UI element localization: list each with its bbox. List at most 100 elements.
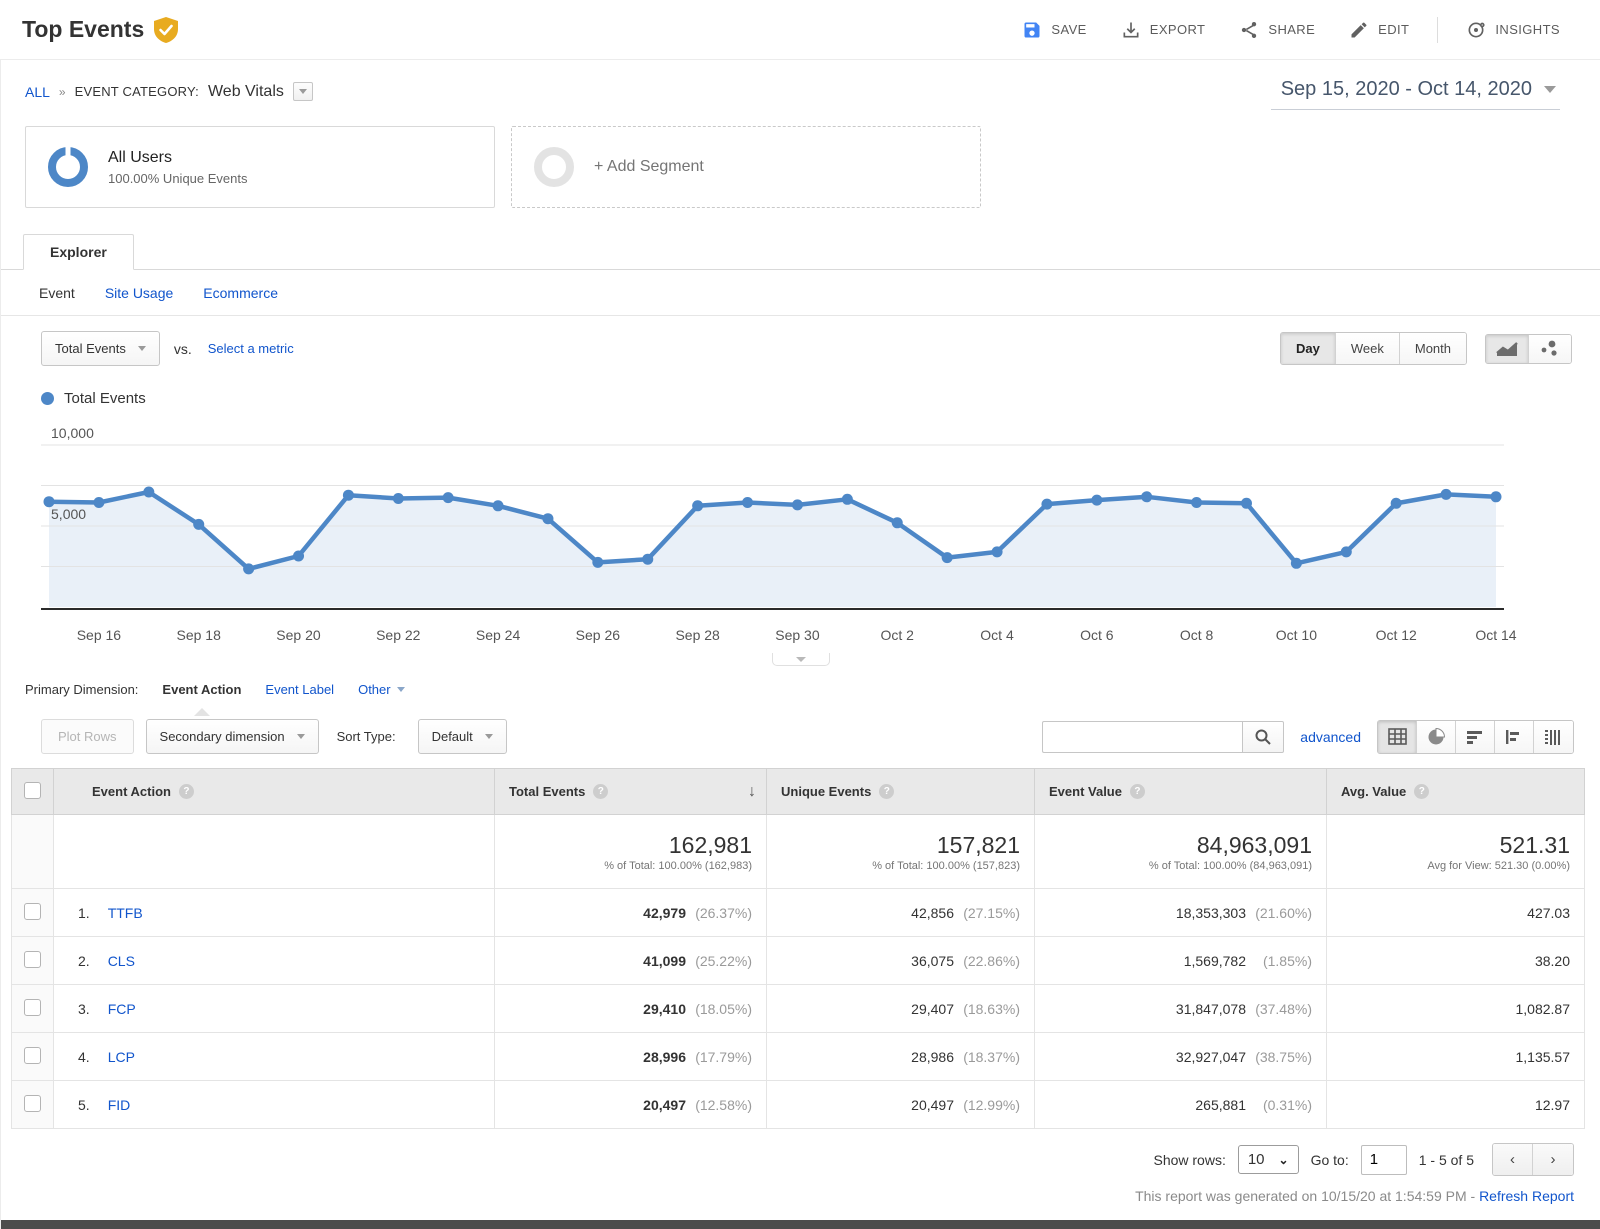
segment-subtitle: 100.00% Unique Events	[108, 170, 248, 186]
insights-button[interactable]: INSIGHTS	[1452, 12, 1574, 48]
export-button[interactable]: EXPORT	[1107, 12, 1220, 48]
segment-all-users[interactable]: All Users 100.00% Unique Events	[25, 126, 495, 208]
select-metric-link[interactable]: Select a metric	[207, 341, 294, 356]
row-checkbox[interactable]	[24, 998, 41, 1016]
percentage-view-button[interactable]	[1417, 720, 1456, 753]
x-axis-tick-label: Oct 6	[1080, 627, 1114, 643]
vs-label: vs.	[173, 340, 192, 357]
breadcrumb-all-link[interactable]: ALL	[25, 83, 50, 100]
event-action-link[interactable]: CLS	[107, 952, 135, 969]
row-number: 5.	[78, 1096, 90, 1113]
advanced-search-link[interactable]: advanced	[1300, 728, 1361, 745]
data-view-button[interactable]	[1378, 720, 1417, 753]
share-button[interactable]: SHARE	[1225, 12, 1329, 48]
event-action-cell: 3. FCP	[53, 984, 495, 1033]
help-icon[interactable]	[178, 784, 194, 799]
unique-events-cell: 36,075 (22.86%)	[766, 936, 1035, 985]
column-header-total-events[interactable]: Total Events ↓	[494, 768, 767, 815]
line-chart-type-button[interactable]	[1486, 334, 1529, 363]
date-range-selector[interactable]: Sep 15, 2020 - Oct 14, 2020	[1270, 76, 1560, 110]
chart-collapse-tab[interactable]	[771, 653, 830, 666]
avg-value-cell: 427.03	[1326, 888, 1585, 937]
comparison-icon	[1506, 729, 1519, 744]
search-button[interactable]	[1242, 720, 1285, 753]
next-page-button[interactable]: ›	[1533, 1144, 1573, 1175]
unique-events-cell: 42,856 (27.15%)	[766, 888, 1035, 937]
comparison-view-button[interactable]	[1495, 720, 1534, 753]
help-icon[interactable]	[593, 784, 609, 799]
performance-view-button[interactable]	[1456, 720, 1495, 753]
row-checkbox[interactable]	[24, 1094, 41, 1112]
chart-legend: Total Events	[1, 380, 1600, 421]
select-all-checkbox[interactable]	[24, 781, 41, 799]
subtab-site-usage[interactable]: Site Usage	[104, 285, 174, 301]
subtab-ecommerce[interactable]: Ecommerce	[203, 285, 278, 301]
chart-x-axis-labels: Sep 16 Sep 18 Sep 20 Sep 22 Sep 24 Sep 26 Sep …	[41, 627, 1517, 651]
x-axis-tick-label: Sep 18	[176, 627, 221, 643]
date-range-text: Sep 15, 2020 - Oct 14, 2020	[1280, 78, 1532, 100]
total-events-cell: 28,996 (17.79%)	[494, 1032, 767, 1081]
row-checkbox[interactable]	[24, 1046, 41, 1064]
plot-rows-button[interactable]: Plot Rows	[41, 719, 134, 754]
refresh-report-link[interactable]: Refresh Report	[1479, 1188, 1574, 1204]
subnav: Event Site Usage Ecommerce	[1, 270, 1600, 316]
show-rows-select[interactable]: 10 ⌄	[1237, 1145, 1299, 1174]
x-axis-tick-label: Oct 8	[1179, 627, 1214, 643]
event-action-link[interactable]: LCP	[107, 1048, 135, 1065]
metric-dropdown[interactable]: Total Events	[41, 331, 160, 366]
event-action-link[interactable]: FCP	[107, 1000, 136, 1017]
chevron-down-icon	[795, 656, 806, 662]
column-header-event-value[interactable]: Event Value	[1034, 768, 1327, 815]
secondary-dimension-dropdown[interactable]: Secondary dimension	[145, 719, 319, 754]
granularity-month-button[interactable]: Month	[1399, 333, 1466, 364]
event-action-link[interactable]: TTFB	[107, 904, 143, 921]
x-axis-tick-label: Sep 16	[76, 627, 122, 643]
dimension-other-dropdown[interactable]: Other	[358, 682, 405, 697]
table-body: 1. TTFB 42,979 (26.37%) 42,856 (27.15%) 18,353…	[11, 888, 1585, 1129]
x-axis-tick-label: Oct 4	[980, 627, 1014, 643]
line-chart[interactable]: 5,000 10,000 Sep 16 Sep 18 Sep 20 Sep 22 Sep …	[41, 421, 1517, 651]
sort-type-dropdown[interactable]: Default	[417, 719, 507, 754]
previous-page-button[interactable]: ‹	[1493, 1144, 1533, 1175]
row-checkbox[interactable]	[24, 950, 41, 968]
page-title: Top Events	[22, 16, 145, 42]
row-checkbox-cell	[11, 888, 54, 937]
x-axis-tick-label: Sep 24	[475, 627, 521, 643]
pivot-view-button[interactable]	[1534, 720, 1573, 753]
subtab-event[interactable]: Event	[39, 285, 75, 301]
table-view-group	[1377, 719, 1574, 754]
column-header-unique-events[interactable]: Unique Events	[766, 768, 1035, 815]
granularity-week-button[interactable]: Week	[1335, 333, 1400, 364]
table-search-input[interactable]	[1042, 720, 1243, 753]
chevron-down-icon	[298, 89, 307, 94]
tab-explorer[interactable]: Explorer	[23, 234, 134, 270]
sort-descending-icon: ↓	[748, 782, 756, 800]
x-axis-tick-label: Oct 2	[880, 627, 914, 643]
tab-strip: Explorer	[1, 234, 1600, 270]
motion-chart-type-button[interactable]	[1529, 334, 1571, 363]
primary-dimension-bar: Primary Dimension: Event Action Event La…	[1, 666, 1600, 709]
x-axis-tick-label: Oct 14	[1475, 627, 1517, 643]
column-header-event-action[interactable]: Event Action	[53, 768, 495, 815]
help-icon[interactable]	[879, 784, 895, 799]
event-value-cell: 265,881 (0.31%)	[1034, 1080, 1327, 1129]
add-segment-button[interactable]: + Add Segment	[511, 126, 981, 208]
column-header-avg-value[interactable]: Avg. Value	[1326, 768, 1585, 815]
segment-title: All Users	[108, 148, 173, 166]
event-action-link[interactable]: FID	[107, 1096, 131, 1113]
primary-dimension-label: Primary Dimension:	[25, 682, 139, 697]
dimension-event-action[interactable]: Event Action	[162, 682, 242, 697]
help-icon[interactable]	[1129, 784, 1145, 799]
goto-label: Go to:	[1310, 1151, 1349, 1168]
row-checkbox-cell	[11, 1080, 54, 1129]
goto-page-input[interactable]	[1360, 1144, 1407, 1175]
edit-button[interactable]: EDIT	[1335, 12, 1423, 48]
x-axis-tick-label: Sep 30	[775, 627, 820, 643]
app-header: Top Events SAVE EXPORT SHARE EDIT INSIGH…	[0, 0, 1600, 60]
help-icon[interactable]	[1414, 784, 1430, 799]
category-dropdown-button[interactable]	[292, 82, 313, 101]
save-button[interactable]: SAVE	[1008, 12, 1100, 48]
granularity-day-button[interactable]: Day	[1281, 333, 1336, 364]
row-checkbox[interactable]	[24, 902, 41, 920]
dimension-event-label[interactable]: Event Label	[265, 682, 335, 697]
